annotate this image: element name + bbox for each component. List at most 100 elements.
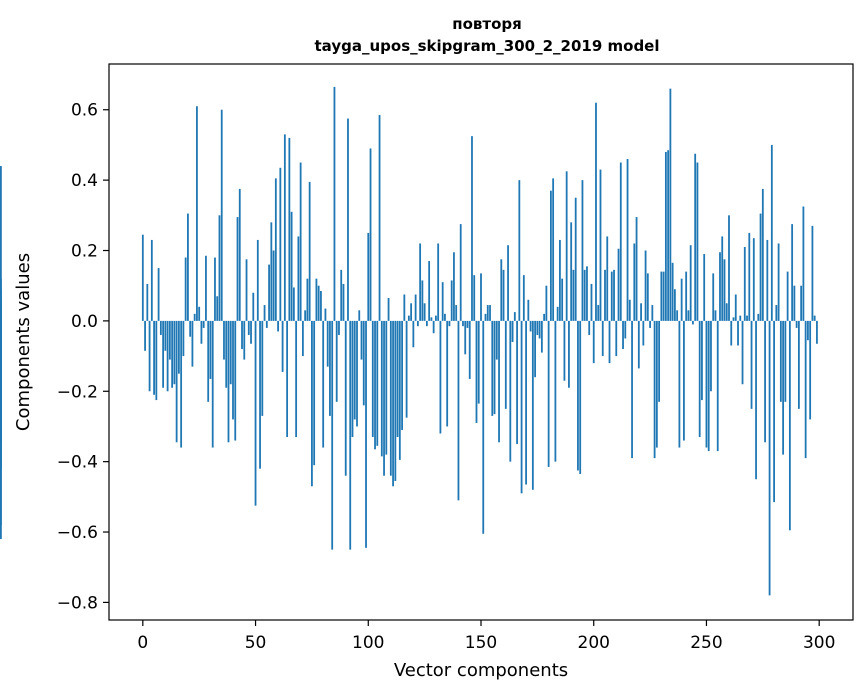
bar [507, 245, 509, 321]
bar [423, 303, 426, 321]
bar [425, 320, 428, 327]
bar [446, 320, 449, 427]
bar [184, 257, 187, 321]
bar [633, 243, 636, 321]
bar [268, 264, 270, 321]
bar [466, 320, 469, 328]
y-tick-label: −0.8 [57, 593, 98, 613]
bar [326, 320, 329, 367]
bar [338, 320, 340, 335]
bar [214, 257, 216, 321]
bar [414, 294, 417, 321]
bar [182, 320, 185, 357]
bar [220, 109, 223, 321]
bar [227, 320, 230, 443]
bar [259, 320, 261, 469]
bar [615, 320, 618, 357]
bar [529, 320, 532, 332]
bar [775, 305, 778, 321]
bar [453, 252, 455, 321]
bar [263, 305, 266, 321]
bar [281, 320, 284, 372]
bar [807, 320, 809, 341]
bar [340, 269, 343, 321]
bar [619, 162, 622, 321]
bar [721, 236, 724, 321]
bar [761, 188, 764, 321]
bar [448, 320, 451, 327]
bar [317, 285, 320, 321]
bar [703, 254, 706, 321]
bar [755, 320, 757, 480]
bar [177, 320, 180, 374]
x-axis-label: Vector components [394, 660, 568, 681]
bar [0, 299, 2, 321]
bars-group [0, 86, 818, 596]
bar [407, 315, 410, 321]
bar [520, 320, 523, 494]
bar [622, 320, 624, 350]
bar [513, 312, 516, 321]
bar [723, 259, 726, 321]
bar [719, 252, 721, 321]
bar [455, 305, 458, 321]
bar [637, 320, 640, 369]
bar [383, 320, 385, 476]
bar [150, 239, 153, 321]
bar [144, 320, 146, 351]
bar [536, 320, 539, 335]
bar [773, 320, 775, 503]
bar [581, 180, 584, 321]
bar [198, 306, 201, 321]
bar [218, 215, 221, 321]
bar [595, 102, 597, 321]
bar [416, 320, 419, 327]
bar [232, 320, 234, 420]
bar [180, 320, 183, 448]
bar [667, 150, 670, 321]
bar [527, 299, 530, 321]
bar [800, 285, 803, 321]
bar [701, 320, 703, 401]
bar [671, 262, 674, 321]
x-tick-label: 100 [352, 633, 384, 653]
x-tick-label: 150 [465, 633, 497, 653]
bar [168, 320, 171, 360]
bar [540, 320, 543, 353]
bar [705, 320, 708, 448]
bar [502, 269, 505, 321]
bar [779, 320, 782, 402]
bar [344, 320, 347, 476]
x-tick-label: 200 [578, 633, 610, 653]
bar [570, 222, 573, 321]
bar [750, 320, 753, 409]
bar [642, 320, 645, 346]
bar [475, 320, 478, 423]
bar [574, 197, 577, 321]
bar [786, 271, 789, 321]
bar [757, 313, 760, 321]
bar [471, 136, 473, 321]
bar [311, 320, 313, 487]
bar [378, 115, 381, 321]
bar [288, 137, 291, 321]
bar [480, 273, 482, 321]
bar [597, 305, 600, 321]
bar [678, 320, 681, 448]
bar [649, 320, 651, 328]
bar [673, 289, 676, 321]
bar [353, 320, 356, 420]
bar [680, 278, 683, 321]
bar [500, 259, 503, 321]
bar [261, 320, 264, 416]
bar [444, 313, 446, 321]
bar [626, 159, 629, 321]
bar [308, 181, 311, 321]
bar [610, 271, 613, 321]
bar [491, 320, 494, 416]
bar [635, 217, 638, 321]
bar [473, 275, 476, 321]
bar [802, 206, 805, 321]
bar [737, 320, 739, 346]
